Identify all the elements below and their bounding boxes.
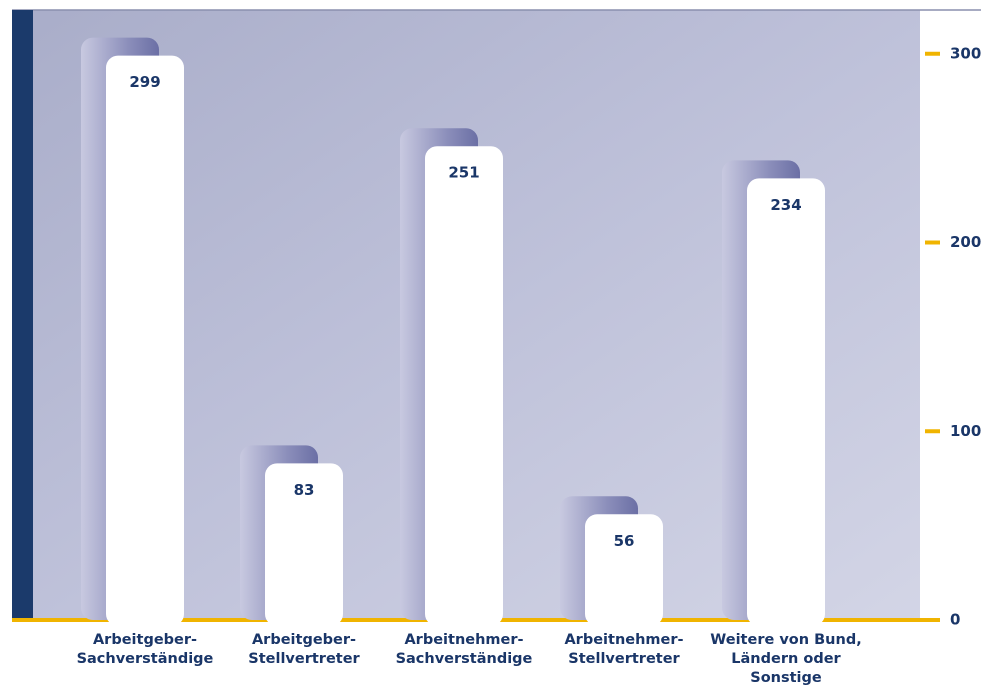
value-label: 83	[294, 481, 315, 499]
x-tick-label: Arbeitnehmer- Sachverständige	[379, 631, 549, 669]
y-tick-label: 200	[950, 233, 981, 251]
y-tick-label: 300	[950, 44, 981, 62]
x-tick-label: Arbeitnehmer- Stellvertreter	[539, 631, 709, 669]
y-tick-label: 100	[950, 422, 981, 440]
bar	[425, 146, 503, 626]
x-tick-label: Arbeitgeber- Stellvertreter	[219, 631, 389, 669]
value-label: 299	[129, 73, 160, 91]
value-label: 251	[448, 164, 479, 182]
y-tick-label: 0	[950, 611, 960, 629]
bar	[747, 178, 825, 626]
chart: 0 100 200 300 299 83 251 56 234	[0, 0, 981, 698]
left-stripe	[12, 10, 33, 622]
value-label: 234	[770, 196, 801, 214]
page: 0 100 200 300 299 83 251 56 234 Arbeitgeber- Sac…	[0, 0, 981, 698]
x-tick-label: Arbeitgeber- Sachverständige	[60, 631, 230, 669]
value-label: 56	[614, 532, 635, 550]
x-tick-label: Weitere von Bund, Ländern oder Sonstige	[701, 631, 871, 688]
bar	[106, 56, 184, 626]
